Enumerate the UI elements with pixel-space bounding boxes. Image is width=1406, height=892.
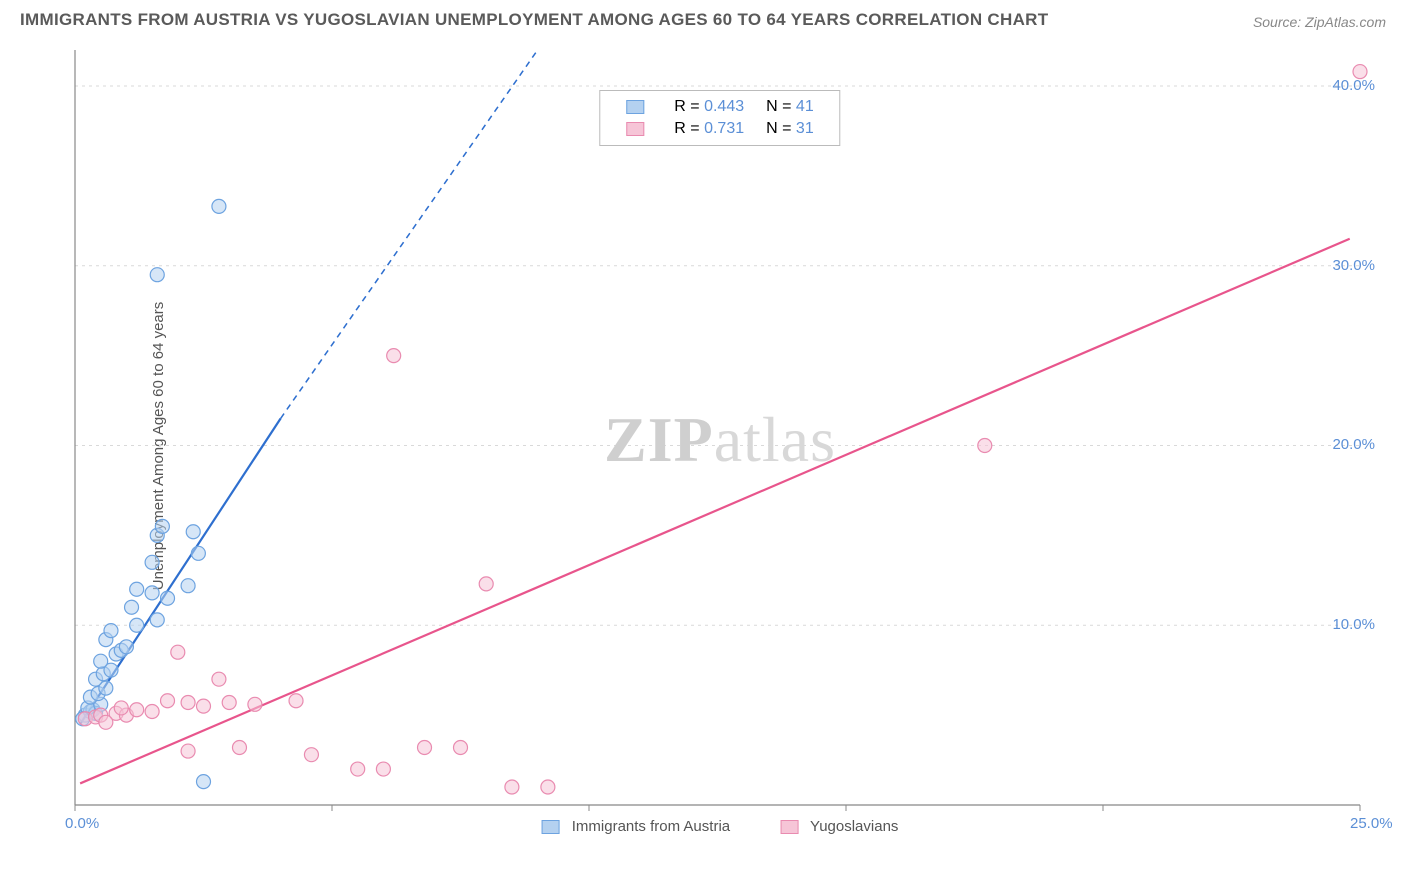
stats-legend-box: R = 0.443 N = 41 R = 0.731 N = 31 xyxy=(599,90,840,146)
y-tick-label: 40.0% xyxy=(1332,77,1375,94)
y-tick-label: 20.0% xyxy=(1332,436,1375,453)
y-tick-label: 30.0% xyxy=(1332,257,1375,274)
legend-item-austria: Immigrants from Austria xyxy=(542,818,731,835)
scatter-chart xyxy=(60,45,1380,835)
stats-row-yugoslavia: R = 0.731 N = 31 xyxy=(616,119,823,139)
swatch-austria xyxy=(626,100,644,114)
stats-row-austria: R = 0.443 N = 41 xyxy=(616,97,823,117)
x-tick-label: 25.0% xyxy=(1350,815,1393,832)
bottom-legend: Immigrants from Austria Yugoslavians xyxy=(542,818,899,835)
legend-item-yugoslavia: Yugoslavians xyxy=(780,818,898,835)
x-tick-label: 0.0% xyxy=(65,815,99,832)
swatch-yugoslavia-icon xyxy=(780,820,798,834)
source-label: Source: ZipAtlas.com xyxy=(1253,14,1386,30)
swatch-yugoslavia xyxy=(626,122,644,136)
swatch-austria-icon xyxy=(542,820,560,834)
chart-title: IMMIGRANTS FROM AUSTRIA VS YUGOSLAVIAN U… xyxy=(20,10,1048,30)
y-tick-label: 10.0% xyxy=(1332,616,1375,633)
chart-area: ZIPatlas R = 0.443 N = 41 R = 0.731 N = … xyxy=(60,45,1380,835)
